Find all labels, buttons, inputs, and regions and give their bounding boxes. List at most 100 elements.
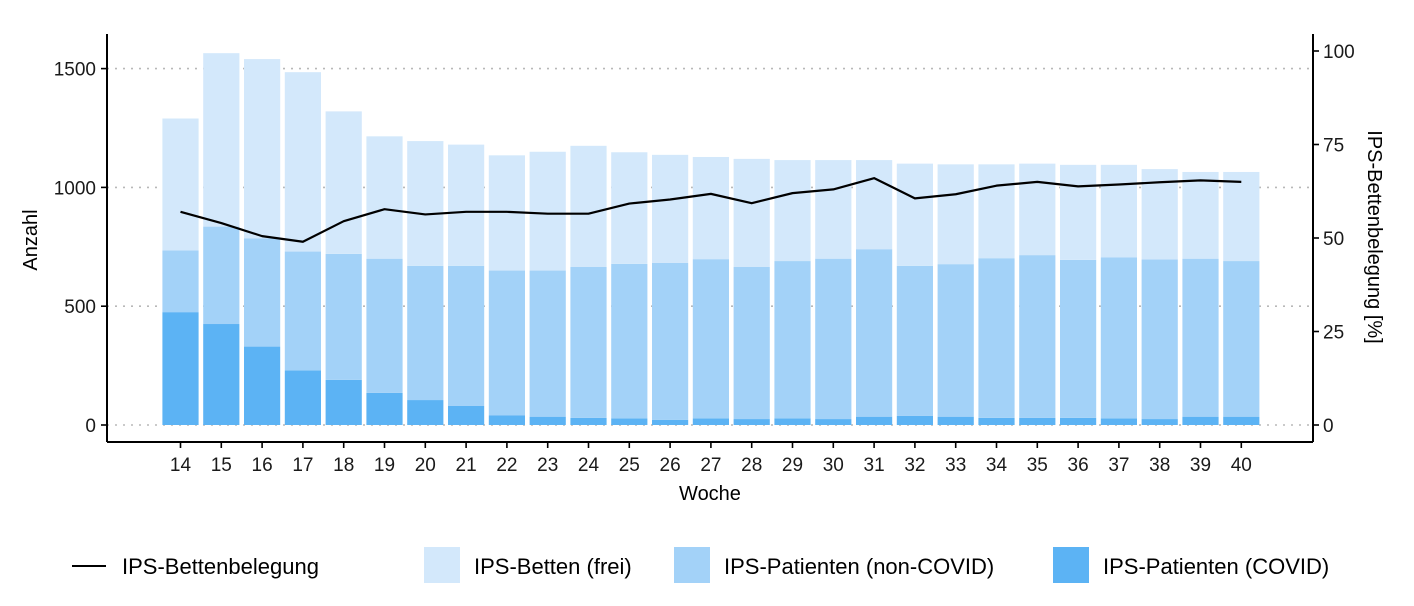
bar-non-covid-week-33 [937,264,974,417]
x-tick-label-16: 16 [252,455,273,476]
bar-covid-week-15 [203,324,240,425]
bar-non-covid-week-17 [284,251,321,371]
bar-non-covid-week-26 [652,262,689,420]
bar-non-covid-week-29 [774,261,811,419]
bar-covid-week-35 [1019,417,1056,425]
bar-covid-week-14 [162,312,199,425]
bar-non-covid-week-23 [529,270,566,417]
x-tick-label-21: 21 [456,455,477,476]
x-tick-label-32: 32 [904,455,925,476]
bar-free-beds-week-35 [1019,163,1056,256]
y-axis-title: Anzahl [20,209,42,270]
x-tick-label-19: 19 [374,455,395,476]
bar-covid-week-30 [815,419,852,425]
y2-tick-label-100: 100 [1323,42,1355,63]
bar-covid-week-18 [325,379,362,425]
bar-non-covid-week-27 [692,259,729,419]
bar-free-beds-week-19 [366,136,403,259]
x-tick-label-15: 15 [211,455,232,476]
bar-covid-week-36 [1060,417,1097,425]
x-tick-label-33: 33 [945,455,966,476]
bar-non-covid-week-20 [407,265,444,401]
bar-covid-week-21 [448,405,485,425]
bar-covid-week-28 [733,419,770,425]
x-tick-label-20: 20 [415,455,436,476]
bar-non-covid-week-40 [1223,261,1260,417]
bar-non-covid-week-18 [325,253,362,380]
bar-covid-week-19 [366,392,403,425]
x-tick-label-23: 23 [537,455,558,476]
x-tick-label-37: 37 [1108,455,1129,476]
x-tick-label-28: 28 [741,455,762,476]
bar-non-covid-week-16 [244,238,281,347]
legend-label-free-beds: IPS-Betten (frei) [474,554,632,579]
bar-free-beds-week-29 [774,160,811,262]
bar-non-covid-week-25 [611,263,648,419]
bar-covid-week-33 [937,416,974,425]
bar-non-covid-week-36 [1060,259,1097,418]
legend-swatch-non-covid [674,547,710,583]
bar-non-covid-week-19 [366,258,403,393]
bar-non-covid-week-34 [978,258,1015,418]
y2-tick-label-0: 0 [1323,416,1334,437]
legend-label-occupancy: IPS-Bettenbelegung [122,554,319,579]
legend: IPS-Bettenbelegung IPS-Betten (frei) IPS… [72,547,1329,583]
bar-covid-week-20 [407,400,444,425]
x-tick-label-22: 22 [496,455,517,476]
bar-free-beds-week-31 [856,160,893,250]
x-tick-label-38: 38 [1149,455,1170,476]
bar-non-covid-week-14 [162,250,199,313]
bar-covid-week-25 [611,418,648,425]
bar-covid-week-24 [570,417,607,425]
bar-non-covid-week-32 [896,265,933,416]
bar-free-beds-week-24 [570,145,607,267]
bar-free-beds-week-37 [1100,164,1137,258]
x-tick-label-31: 31 [864,455,885,476]
y-tick-label-0: 0 [85,416,96,437]
bar-non-covid-week-15 [203,226,240,325]
bar-non-covid-week-31 [856,249,893,417]
occupancy-line [180,177,1242,243]
y-tick-label-500: 500 [64,297,96,318]
bars [162,53,1260,425]
bar-covid-week-16 [244,346,281,425]
bar-free-beds-week-32 [896,163,933,266]
bar-covid-week-23 [529,416,566,425]
y2-tick-label-50: 50 [1323,229,1344,250]
bar-covid-week-37 [1100,418,1137,425]
bar-covid-week-31 [856,416,893,425]
bar-free-beds-week-20 [407,141,444,266]
y2-tick-label-25: 25 [1323,323,1344,344]
bar-free-beds-week-33 [937,164,974,265]
bar-non-covid-week-22 [488,270,525,416]
x-tick-label-36: 36 [1068,455,1089,476]
bar-non-covid-week-28 [733,267,770,420]
x-tick-label-18: 18 [333,455,354,476]
bar-free-beds-week-26 [652,154,689,263]
y-tick-label-1500: 1500 [54,60,96,81]
bar-non-covid-week-37 [1100,257,1137,419]
bar-free-beds-week-23 [529,151,566,271]
x-tick-label-14: 14 [170,455,192,476]
legend-swatch-covid [1053,547,1089,583]
x-tick-label-27: 27 [700,455,721,476]
bar-free-beds-week-39 [1182,171,1219,259]
bar-covid-week-27 [692,418,729,425]
legend-label-non-covid: IPS-Patienten (non-COVID) [724,554,994,579]
bar-free-beds-week-27 [692,156,729,260]
bar-free-beds-week-17 [284,72,321,252]
x-axis-title: Woche [679,483,741,505]
bar-covid-week-34 [978,417,1015,425]
bar-free-beds-week-40 [1223,171,1260,262]
bar-free-beds-week-16 [244,59,281,239]
bar-free-beds-week-38 [1141,169,1178,260]
bar-covid-week-38 [1141,419,1178,425]
x-tick-label-30: 30 [823,455,844,476]
y-tick-label-1000: 1000 [54,178,96,199]
bar-covid-week-32 [896,415,933,425]
bar-non-covid-week-30 [815,258,852,420]
bar-non-covid-week-24 [570,267,607,418]
bar-free-beds-week-14 [162,118,199,251]
x-tick-label-40: 40 [1231,455,1252,476]
bar-free-beds-week-36 [1060,164,1097,260]
